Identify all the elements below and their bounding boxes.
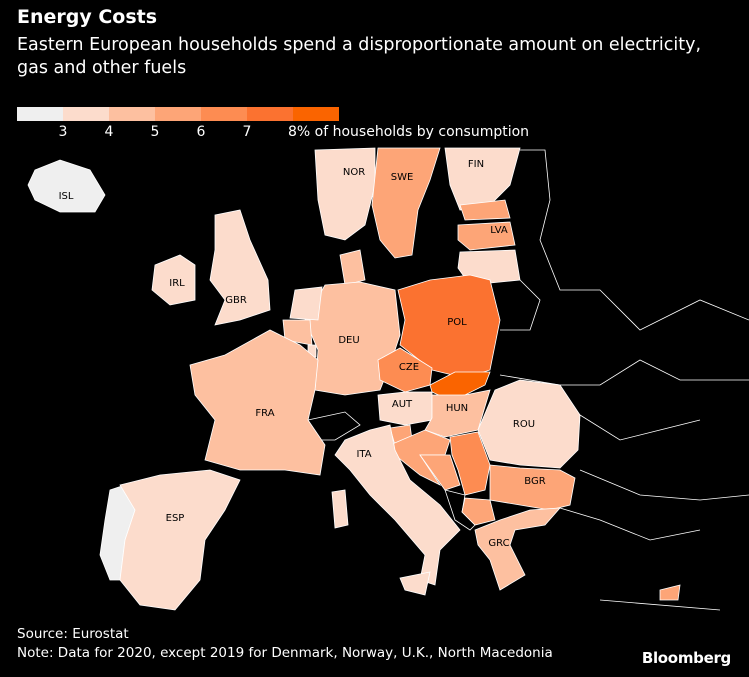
legend-tick: 7 (242, 124, 252, 140)
country-gbr (209, 209, 271, 326)
country-label: POL (447, 317, 467, 328)
legend-tick-label: 8% of households by consumption (288, 124, 530, 140)
country-label: ITA (356, 449, 371, 460)
legend-tick: 5 (150, 124, 160, 140)
country-cyp (659, 584, 681, 601)
legend-tick: 3 (58, 124, 68, 140)
bloomberg-logo: Bloomberg (641, 649, 731, 667)
country-label: DEU (338, 335, 359, 346)
country-est (459, 199, 511, 221)
legend-color-bar (17, 107, 339, 121)
country-label: FRA (255, 408, 274, 419)
country-ita (331, 489, 349, 529)
color-legend: 3 4 5 6 7 8% of households by consumptio… (17, 107, 530, 144)
country-swe (371, 147, 441, 259)
legend-ticks: 3 4 5 6 7 8% of households by consumptio… (17, 124, 530, 144)
country-mkd (461, 497, 496, 526)
legend-swatch (247, 107, 293, 121)
legend-swatch (293, 107, 339, 121)
country-bih (419, 454, 461, 491)
country-pol (397, 274, 501, 379)
country-dnk (339, 249, 366, 286)
legend-swatch (63, 107, 109, 121)
country-label: ESP (166, 513, 185, 524)
country-nld (289, 286, 323, 321)
legend-swatch (155, 107, 201, 121)
country-label: HUN (446, 403, 468, 414)
country-isl (27, 159, 106, 213)
country-irl (151, 254, 196, 306)
country-label: IRL (169, 278, 185, 289)
legend-swatch (201, 107, 247, 121)
legend-tick: 6 (196, 124, 206, 140)
country-grc (474, 507, 561, 591)
country-label: SWE (391, 172, 414, 183)
source-note: Source: Eurostat (17, 626, 129, 642)
legend-swatch (17, 107, 63, 121)
country-fra (189, 329, 326, 476)
legend-swatch (109, 107, 155, 121)
country-bgr (489, 464, 576, 511)
country-label: FIN (468, 159, 484, 170)
chart-subtitle: Eastern European households spend a disp… (17, 35, 702, 78)
country-svk (429, 371, 491, 399)
country-deu (304, 281, 401, 396)
country-rou (477, 379, 581, 469)
country-label: GBR (225, 295, 247, 306)
country-srb (449, 431, 491, 496)
country-fin (444, 147, 521, 211)
country-label: GRC (488, 538, 509, 549)
country-label: LVA (490, 225, 508, 236)
data-note: Note: Data for 2020, except 2019 for Den… (17, 645, 553, 661)
country-ita (399, 571, 431, 596)
country-nor (314, 147, 376, 241)
country-label: ROU (513, 419, 535, 430)
country-label: AUT (392, 399, 413, 410)
country-ita (334, 424, 461, 586)
country-hun (424, 389, 491, 438)
country-label: BGR (524, 476, 545, 487)
country-label: ISL (59, 191, 74, 202)
legend-tick: 4 (104, 124, 114, 140)
country-label: NOR (343, 167, 365, 178)
country-label: CZE (399, 362, 419, 373)
chart-title: Energy Costs (17, 6, 158, 28)
belarus-ukraine-outline (499, 149, 749, 611)
country-lva (457, 221, 516, 251)
country-esp (119, 469, 241, 611)
non-data-land (307, 149, 749, 611)
